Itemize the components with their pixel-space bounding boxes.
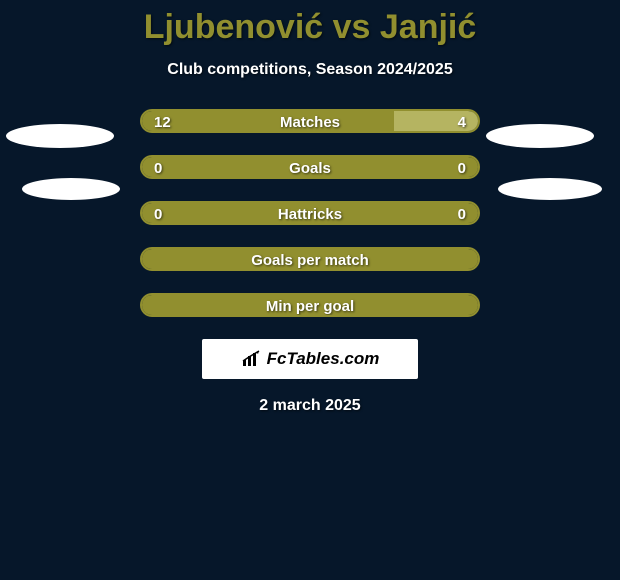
stat-rows: Matches124Goals00Hattricks00Goals per ma… (140, 109, 480, 317)
brand-text: FcTables.com (267, 349, 380, 369)
stat-row: Goals0 0 (140, 155, 480, 179)
stat-label: Goals (142, 157, 478, 179)
stat-row: Hattricks0 0 (140, 201, 480, 225)
comparison-card: Ljubenović vs Janjić Club competitions, … (0, 0, 620, 580)
chart-icon (241, 350, 263, 368)
brand-box[interactable]: FcTables.com (202, 339, 418, 379)
stat-label: Hattricks (142, 203, 478, 225)
stat-row: Matches12 4 (140, 109, 480, 133)
stat-value-right: 0 (458, 157, 466, 179)
date-text: 2 march 2025 (0, 397, 620, 415)
subtitle: Club competitions, Season 2024/2025 (0, 61, 620, 79)
stat-row: Min per goal (140, 293, 480, 317)
player-photo-placeholder (498, 178, 602, 200)
stat-value-left: 0 (154, 203, 162, 225)
stat-label: Min per goal (142, 295, 478, 317)
stat-label: Matches (142, 111, 478, 133)
stat-label: Goals per match (142, 249, 478, 271)
player-photo-placeholder (6, 124, 114, 148)
stat-value-left: 0 (154, 157, 162, 179)
player-photo-placeholder (22, 178, 120, 200)
player-photo-placeholder (486, 124, 594, 148)
stat-value-right: 0 (458, 203, 466, 225)
stat-value-right: 4 (458, 111, 466, 133)
stat-value-left: 12 (154, 111, 171, 133)
stat-row: Goals per match (140, 247, 480, 271)
page-title: Ljubenović vs Janjić (0, 0, 620, 47)
